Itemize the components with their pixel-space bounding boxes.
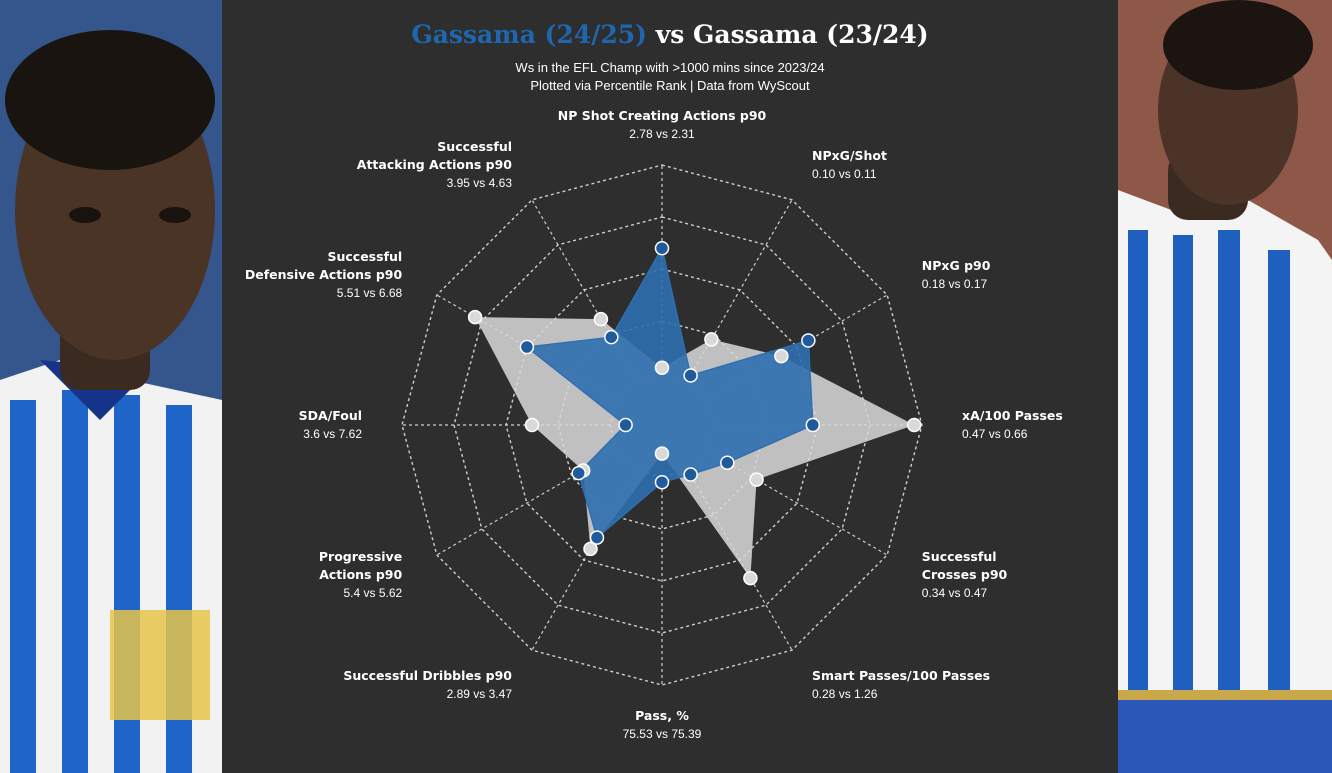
series-previous-point — [524, 417, 540, 433]
player-photo-left — [0, 0, 222, 773]
title-vs: vs — [655, 20, 685, 49]
series-current-point — [805, 417, 821, 433]
axis-label: xA/100 Passes — [962, 408, 1063, 423]
axis-label: Progressive — [319, 549, 402, 564]
grid-spoke — [531, 469, 637, 651]
axis-values: 75.53 vs 75.39 — [623, 727, 702, 741]
axis-label: Defensive Actions p90 — [245, 267, 403, 282]
series-current-point — [720, 455, 735, 470]
chart-subtitle-line1: Ws in the EFL Champ with >1000 mins sinc… — [515, 60, 825, 75]
series-previous-point — [743, 570, 758, 586]
axis-values: 2.89 vs 3.47 — [447, 687, 513, 701]
axis-label: Smart Passes/100 Passes — [812, 668, 990, 683]
series-current-point — [571, 465, 586, 481]
axis-label: Attacking Actions p90 — [357, 157, 513, 172]
series-current-point — [654, 474, 670, 490]
series-previous-point — [749, 472, 764, 487]
series-previous-point — [583, 541, 598, 557]
axis-values: 3.6 vs 7.62 — [303, 427, 362, 441]
axis-label: NPxG/Shot — [812, 148, 887, 163]
series-current-point — [683, 467, 698, 482]
series-current-point — [618, 417, 633, 433]
axis-values: 3.95 vs 4.63 — [447, 176, 513, 190]
radar-chart: NP Shot Creating Actions p90 2.78 vs 2.31… — [245, 108, 1063, 741]
series-current-point — [519, 339, 535, 355]
chart-panel: Gassama (24/25) vs Gassama (23/24) Ws in… — [222, 0, 1118, 773]
axis-values: 0.47 vs 0.66 — [962, 427, 1028, 441]
axis-label: Successful — [437, 139, 512, 154]
axis-values: 2.78 vs 2.31 — [629, 127, 695, 141]
series-current-point — [589, 530, 605, 545]
series-previous-point — [467, 309, 483, 325]
axis-label: Successful Dribbles p90 — [343, 668, 512, 683]
axis-label: NPxG p90 — [922, 258, 991, 273]
axis-values: 0.34 vs 0.47 — [922, 586, 988, 600]
series-current-point — [604, 329, 619, 345]
series-previous-point — [906, 417, 922, 433]
series-previous-point — [654, 360, 670, 376]
series-current-point — [654, 240, 670, 256]
grid-ring — [401, 164, 923, 686]
series-previous-point — [654, 446, 670, 461]
axis-label: Crosses p90 — [922, 567, 1008, 582]
series-previous-point — [704, 332, 719, 347]
axis-label: NP Shot Creating Actions p90 — [558, 108, 767, 123]
title-player-previous: Gassama (23/24) — [693, 20, 929, 49]
grid-spoke — [687, 199, 793, 381]
chart-subtitle-line2: Plotted via Percentile Rank | Data from … — [530, 78, 810, 93]
axis-values: 5.4 vs 5.62 — [343, 586, 402, 600]
axis-label: Actions p90 — [319, 567, 402, 582]
axis-label: SDA/Foul — [299, 408, 362, 423]
player-photo-right — [1118, 0, 1332, 773]
axis-values: 0.18 vs 0.17 — [922, 277, 988, 291]
axis-label: Successful — [327, 249, 402, 264]
series-previous-point — [593, 311, 609, 327]
grid-spoke — [706, 450, 888, 556]
series-current-point — [683, 368, 698, 383]
axis-label: Pass, % — [635, 708, 689, 723]
axis-values: 0.10 vs 0.11 — [812, 167, 877, 181]
title-player-current: Gassama (24/25) — [411, 20, 647, 49]
axis-values: 5.51 vs 6.68 — [337, 286, 403, 300]
axis-values: 0.28 vs 1.26 — [812, 687, 878, 701]
chart-title: Gassama (24/25) vs Gassama (23/24) — [222, 20, 1118, 49]
grid-spoke — [436, 450, 618, 556]
grid-spoke — [531, 199, 637, 381]
axis-label: Successful — [922, 549, 997, 564]
series-previous-point — [774, 348, 789, 364]
series-current-point — [801, 333, 816, 348]
